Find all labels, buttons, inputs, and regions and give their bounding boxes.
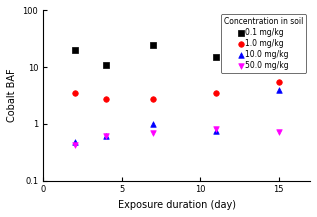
- 10.0 mg/kg: [151, 122, 156, 126]
- Y-axis label: Cobalt BAF: Cobalt BAF: [7, 69, 17, 122]
- 1.0 mg/kg: [72, 91, 77, 95]
- 10.0 mg/kg: [276, 88, 281, 92]
- 10.0 mg/kg: [103, 134, 108, 137]
- 50.0 mg/kg: [151, 132, 156, 135]
- 10.0 mg/kg: [213, 129, 218, 133]
- 10.0 mg/kg: [72, 140, 77, 144]
- 0.1 mg/kg: [213, 56, 218, 59]
- 1.0 mg/kg: [276, 80, 281, 84]
- 0.1 mg/kg: [151, 43, 156, 46]
- 50.0 mg/kg: [276, 130, 281, 134]
- 1.0 mg/kg: [151, 98, 156, 101]
- 50.0 mg/kg: [103, 135, 108, 138]
- Legend: 0.1 mg/kg, 1.0 mg/kg, 10.0 mg/kg, 50.0 mg/kg: 0.1 mg/kg, 1.0 mg/kg, 10.0 mg/kg, 50.0 m…: [221, 14, 306, 73]
- X-axis label: Exposure duration (day): Exposure duration (day): [118, 200, 236, 210]
- 0.1 mg/kg: [72, 48, 77, 52]
- 1.0 mg/kg: [103, 97, 108, 100]
- 0.1 mg/kg: [103, 63, 108, 67]
- 50.0 mg/kg: [213, 127, 218, 131]
- 50.0 mg/kg: [72, 143, 77, 147]
- 1.0 mg/kg: [213, 91, 218, 95]
